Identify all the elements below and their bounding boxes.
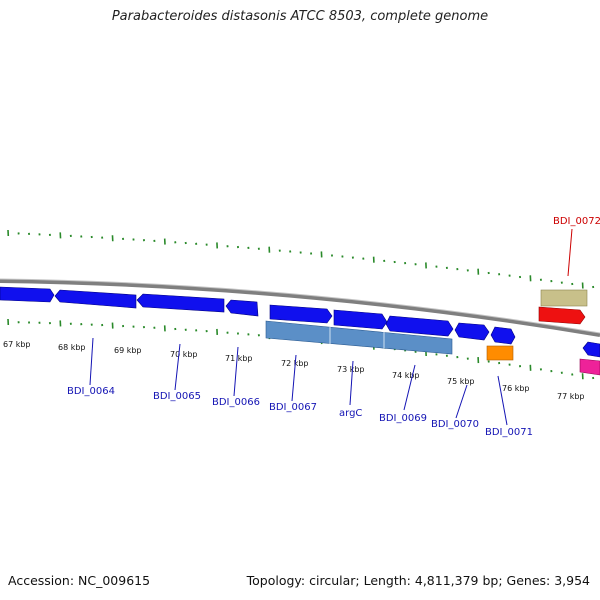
- gene-label[interactable]: BDI_0064: [67, 386, 115, 397]
- kbp-label: 72 kbp: [281, 359, 309, 368]
- gene-arrow-bdi-0070[interactable]: [454, 322, 490, 341]
- gene-arrow-bdi-0069[interactable]: [385, 315, 454, 337]
- feature-khaki[interactable]: [540, 289, 588, 307]
- callout-line: [455, 384, 468, 419]
- callout-line: [174, 343, 181, 391]
- feature-orange[interactable]: [486, 345, 514, 361]
- gene-label[interactable]: BDI_0071: [485, 427, 533, 438]
- genome-title: Parabacteroides distasonis ATCC 8503, co…: [111, 9, 489, 24]
- kbp-scale: 67 kbp 68 kbp 69 kbp 70 kbp 71 kbp 72 kb…: [3, 340, 585, 401]
- gene-arrow-bdi-0063[interactable]: [0, 286, 55, 303]
- gene-arrow-bdi-0071[interactable]: [490, 326, 516, 345]
- feature-magenta[interactable]: [579, 358, 600, 376]
- gene-label[interactable]: argC: [339, 408, 362, 419]
- kbp-label: 75 kbp: [447, 377, 475, 386]
- callout-line: [291, 354, 297, 402]
- feature-bar-light-blue[interactable]: [265, 320, 453, 355]
- accession-text: Accession: NC_009615: [8, 573, 151, 588]
- callout-line: [403, 364, 416, 411]
- kbp-label: 69 kbp: [114, 346, 142, 355]
- kbp-label: 71 kbp: [225, 354, 253, 363]
- gene-track-secondary: [265, 289, 600, 376]
- gene-arrow-bdi-0064[interactable]: [54, 289, 137, 309]
- gene-arrow-bdi-0067[interactable]: [269, 304, 333, 324]
- topology-text: Topology: circular; Length: 4,811,379 bp…: [246, 573, 590, 588]
- gene-labels: BDI_0064 BDI_0065 BDI_0066 BDI_0067 argC…: [67, 216, 600, 438]
- kbp-label: 77 kbp: [557, 392, 585, 401]
- feature-red[interactable]: [538, 306, 586, 325]
- callout-line: [349, 360, 354, 406]
- genome-backbone-highlight: [0, 278, 600, 334]
- gene-label[interactable]: BDI_0070: [431, 419, 479, 430]
- callout-line: [497, 375, 508, 426]
- gene-label[interactable]: BDI_0069: [379, 413, 427, 424]
- gene-label[interactable]: BDI_0072: [553, 216, 600, 227]
- kbp-label: 74 kbp: [392, 371, 420, 380]
- gene-label[interactable]: BDI_0065: [153, 391, 201, 402]
- gene-label[interactable]: BDI_0066: [212, 397, 260, 408]
- gene-arrow-argc[interactable]: [333, 309, 388, 330]
- genome-backbone: [0, 279, 600, 337]
- gene-arrow-bdi-0066[interactable]: [225, 299, 259, 317]
- outer-tick-ring: [7, 229, 595, 289]
- kbp-label: 67 kbp: [3, 340, 31, 349]
- gene-track-blue: [0, 286, 600, 358]
- kbp-label: 76 kbp: [502, 384, 530, 393]
- callout-line: [233, 346, 239, 397]
- gene-callouts: [89, 228, 573, 426]
- kbp-label: 73 kbp: [337, 365, 365, 374]
- gene-arrow-bdi-0065[interactable]: [136, 293, 225, 313]
- gene-arrow-right-edge[interactable]: [582, 341, 600, 358]
- gene-label[interactable]: BDI_0067: [269, 402, 317, 413]
- kbp-label: 70 kbp: [170, 350, 198, 359]
- callout-line-red: [567, 228, 573, 277]
- callout-line: [89, 337, 94, 386]
- kbp-label: 68 kbp: [58, 343, 86, 352]
